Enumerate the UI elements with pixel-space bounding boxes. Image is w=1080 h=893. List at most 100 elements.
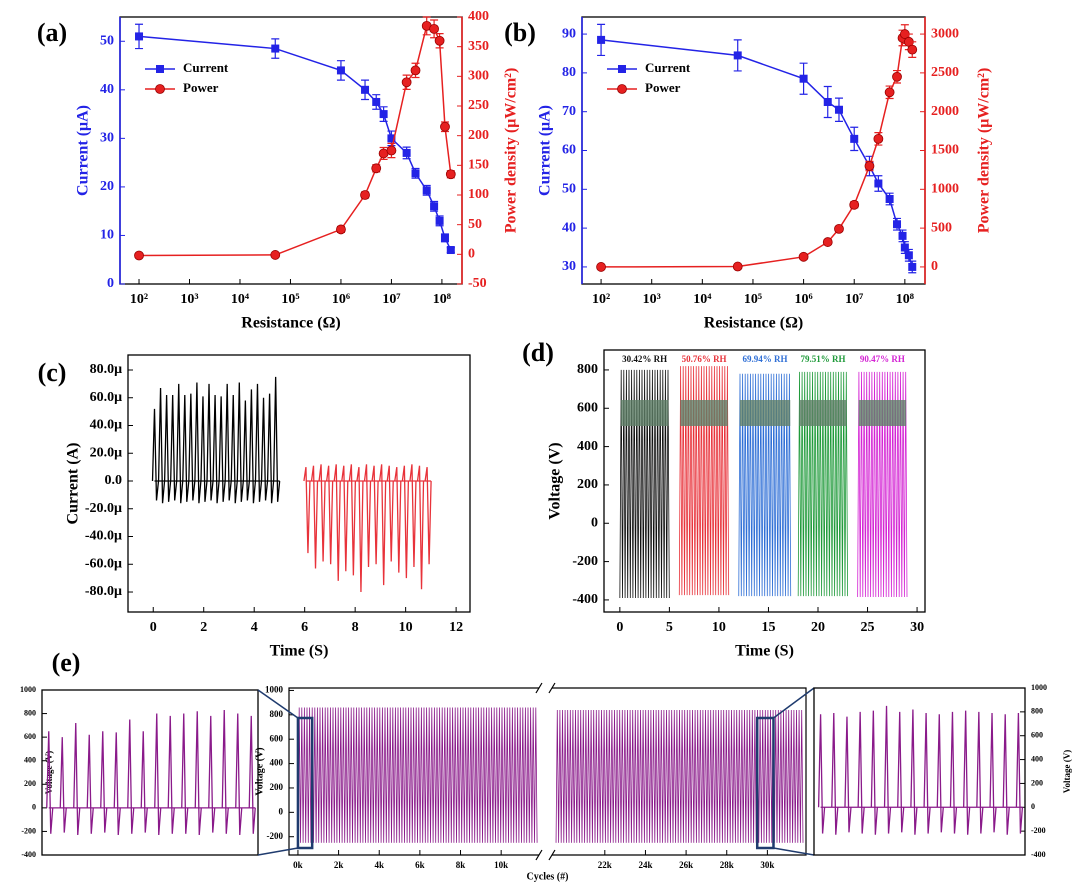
spike [910,709,918,835]
x-tick-label: 20 [811,620,825,635]
y-tick-label: 30 [562,259,576,274]
spike [409,464,417,568]
spike [273,376,281,502]
spike [266,393,275,504]
spike [936,714,944,833]
y-tick-label: 800 [577,362,598,377]
y2-axis-label: Power density (μW/cm²) [503,68,520,234]
spike [224,383,232,501]
spike [176,383,184,504]
x-tick-label: 0 [150,620,157,635]
data-point [893,220,902,229]
data-point [597,35,606,44]
spike [218,396,226,502]
device-photo [620,400,669,426]
data-point [798,251,809,262]
y-tick-label: -200 [21,826,36,835]
spike [303,467,311,554]
spike [151,408,160,501]
data-point [596,262,606,272]
spike [212,394,220,504]
spike [341,465,349,572]
spike [248,715,256,834]
y-tick-label: 60 [562,143,576,158]
spike [1002,714,1010,835]
spike [154,713,162,836]
y-tick-label: 1000 [1031,683,1047,692]
y-tick-label: -60.0μ [85,556,122,571]
spike [194,382,202,504]
x-tick-label: 10⁷ [845,292,863,307]
x-tick-label: 28k [720,860,734,870]
y-tick-label: -40.0μ [85,529,122,544]
x-tick-label: 22k [598,860,612,870]
legend-label: Power [183,80,219,95]
series-label: 69.94% RH [742,354,787,364]
data-point [372,97,381,106]
panel-label: (e) [52,648,81,677]
data-point [849,199,860,210]
data-point [900,243,909,252]
y2-tick-label: 3000 [931,26,959,41]
spike [371,465,379,565]
zoom-connector [773,847,815,856]
y2-tick-label: 50 [468,217,482,232]
legend-label: Power [645,80,681,95]
y2-tick-label: 300 [468,69,489,84]
x-tick-label: 4 [251,620,258,635]
spike [897,711,905,833]
x-axis-label: Time (S) [735,643,794,660]
spike [989,713,997,833]
data-point [446,246,455,255]
axis-break [535,849,543,861]
data-point [371,163,382,174]
y-tick-label: 400 [577,439,598,454]
plot-frame [603,349,926,613]
data-point [360,190,370,200]
data-point [834,105,843,114]
panel-label: (a) [37,18,67,47]
y-tick-label: 0 [279,806,284,816]
y2-tick-label: 350 [468,39,489,54]
plot-frame [41,689,259,856]
data-point [434,35,445,46]
y-tick-label: 60.0μ [90,390,123,405]
y2-tick-label: 1000 [931,182,959,197]
data-point [898,231,907,240]
x-tick-label: 4k [374,860,384,870]
data-point [336,224,346,235]
data-point [908,262,917,271]
spike [200,396,208,502]
spike [260,397,269,501]
data-point [799,74,808,83]
zoom-connector [257,689,299,719]
data-point [850,134,859,143]
series-label: 30.42% RH [622,354,667,364]
y-axis-label: Current (μA) [75,105,92,196]
y-tick-label: 40 [100,82,114,97]
x-tick-label: 2 [200,620,207,635]
series-label: 90.47% RH [860,354,905,364]
data-point [892,71,902,82]
axis-break [548,849,556,861]
plot-frame [127,354,471,613]
plot-frame [813,687,1026,856]
spike [870,710,878,835]
data-point [361,85,370,94]
y-tick-label: 200 [24,779,36,788]
spike [831,713,839,835]
legend-marker [155,84,165,94]
data-point [386,145,397,156]
spike [379,464,387,586]
data-point [445,169,456,180]
y-tick-label: 400 [1031,754,1043,763]
y-tick-label: 70 [562,104,576,119]
data-point [411,169,420,178]
spike [857,711,865,834]
oscillation-band [857,371,908,598]
x-tick-label: 10⁶ [794,292,812,307]
y-tick-label: 50 [562,182,576,197]
y2-tick-label: 400 [468,9,489,24]
y-tick-label: 20.0μ [90,445,123,460]
spike [386,465,394,562]
